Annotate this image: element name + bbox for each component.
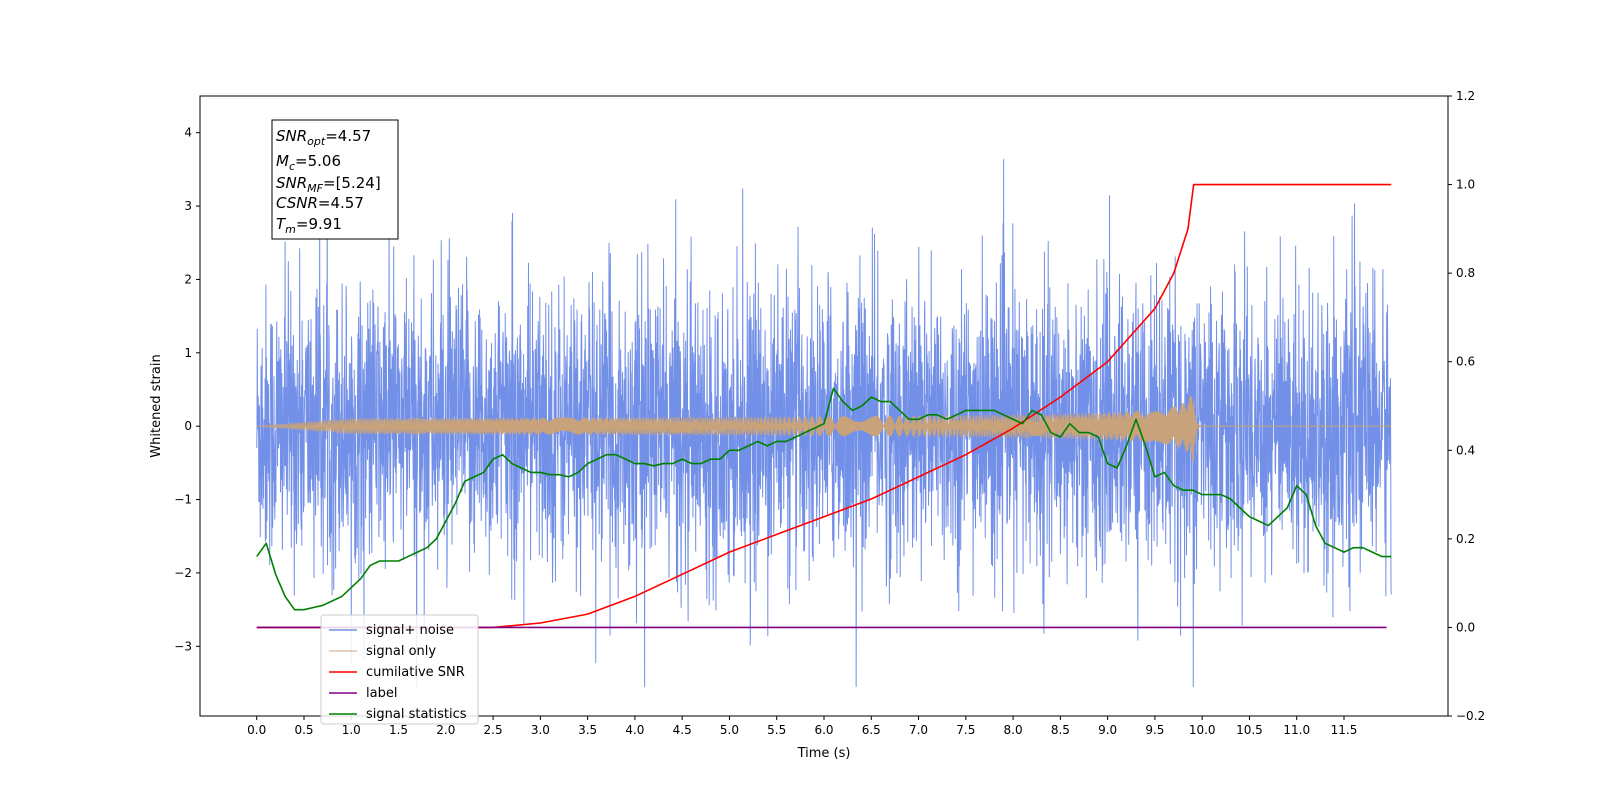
x-tick-label: 9.5: [1145, 723, 1164, 737]
y2-tick-label: 1.0: [1456, 178, 1475, 192]
stats-annotation-box: SNRopt=4.57 Mc=5.06 SNRMF=[5.24] CSNR=4.…: [271, 119, 399, 240]
x-tick-label: 1.0: [342, 723, 361, 737]
x-tick-label: 6.5: [862, 723, 881, 737]
series-line-cumilative-snr: [256, 183, 1392, 629]
x-tick-label: 11.0: [1283, 723, 1310, 737]
series-line-signal-only: [256, 395, 1392, 462]
x-tick-label: 1.5: [389, 723, 408, 737]
tm-text: Tm=9.91: [276, 215, 342, 236]
y-axis-right: −0.2 0.0 0.2 0.4 0.6 0.8 1.0 1.2: [1448, 89, 1485, 723]
x-tick-label: 8.0: [1004, 723, 1023, 737]
x-tick-label: 10.0: [1189, 723, 1216, 737]
y-tick-label: 4: [184, 126, 192, 140]
legend: signal+ noise signal only cumilative SNR la…: [320, 614, 479, 725]
x-tick-label: 0.5: [294, 723, 313, 737]
x-tick-label: 7.5: [956, 723, 975, 737]
x-tick-label: 10.5: [1236, 723, 1263, 737]
snr-opt-text: SNRopt=4.57: [276, 127, 371, 148]
y2-tick-label: 0.0: [1456, 620, 1475, 634]
y-axis-label: Whitened strain: [149, 354, 164, 457]
x-tick-label: 3.0: [531, 723, 550, 737]
y-tick-label: 3: [184, 199, 192, 213]
y-tick-label: 1: [184, 346, 192, 360]
x-axis: 0.0 0.5 1.0 1.5 2.0 2.5 3.0 3.5 4.0 4.5 5.0 5.5 6.0 6…: [247, 716, 1357, 737]
x-tick-label: 5.0: [720, 723, 739, 737]
y-tick-label: 2: [184, 272, 192, 286]
y-tick-label: −2: [174, 566, 192, 580]
x-tick-label: 4.5: [673, 723, 692, 737]
x-tick-label: 2.5: [484, 723, 503, 737]
legend-label: label: [366, 686, 397, 701]
x-tick-label: 6.0: [814, 723, 833, 737]
x-tick-label: 3.5: [578, 723, 597, 737]
series-line-signal-statistics: [256, 387, 1392, 611]
y2-tick-label: 0.2: [1456, 532, 1475, 546]
series-line-signal-noise: [256, 159, 1392, 688]
x-tick-label: 4.0: [625, 723, 644, 737]
x-tick-label: 8.5: [1051, 723, 1070, 737]
y2-tick-label: 0.4: [1456, 443, 1475, 457]
y-tick-label: −1: [174, 493, 192, 507]
legend-label: signal only: [366, 644, 436, 659]
y2-tick-label: 1.2: [1456, 89, 1475, 103]
x-tick-label: 2.0: [436, 723, 455, 737]
legend-label: cumilative SNR: [366, 665, 465, 680]
x-tick-label: 11.5: [1331, 723, 1358, 737]
y-tick-label: 0: [184, 419, 192, 433]
legend-label: signal+ noise: [366, 623, 454, 638]
legend-label: signal statistics: [366, 707, 467, 722]
csnr-text: CSNR=4.57: [276, 194, 364, 212]
x-tick-label: 7.0: [909, 723, 928, 737]
x-tick-label: 5.5: [767, 723, 786, 737]
mc-text: Mc=5.06: [276, 152, 341, 173]
y2-tick-label: −0.2: [1456, 709, 1485, 723]
x-tick-label: 9.0: [1098, 723, 1117, 737]
y2-tick-label: 0.8: [1456, 266, 1475, 280]
y-axis-left: −3 −2 −1 0 1 2 3 4: [174, 126, 200, 653]
y-tick-label: −3: [174, 639, 192, 653]
x-tick-label: 0.0: [247, 723, 266, 737]
snr-mf-text: SNRMF=[5.24]: [276, 174, 381, 195]
y2-tick-label: 0.6: [1456, 355, 1475, 369]
x-axis-label: Time (s): [797, 746, 851, 761]
